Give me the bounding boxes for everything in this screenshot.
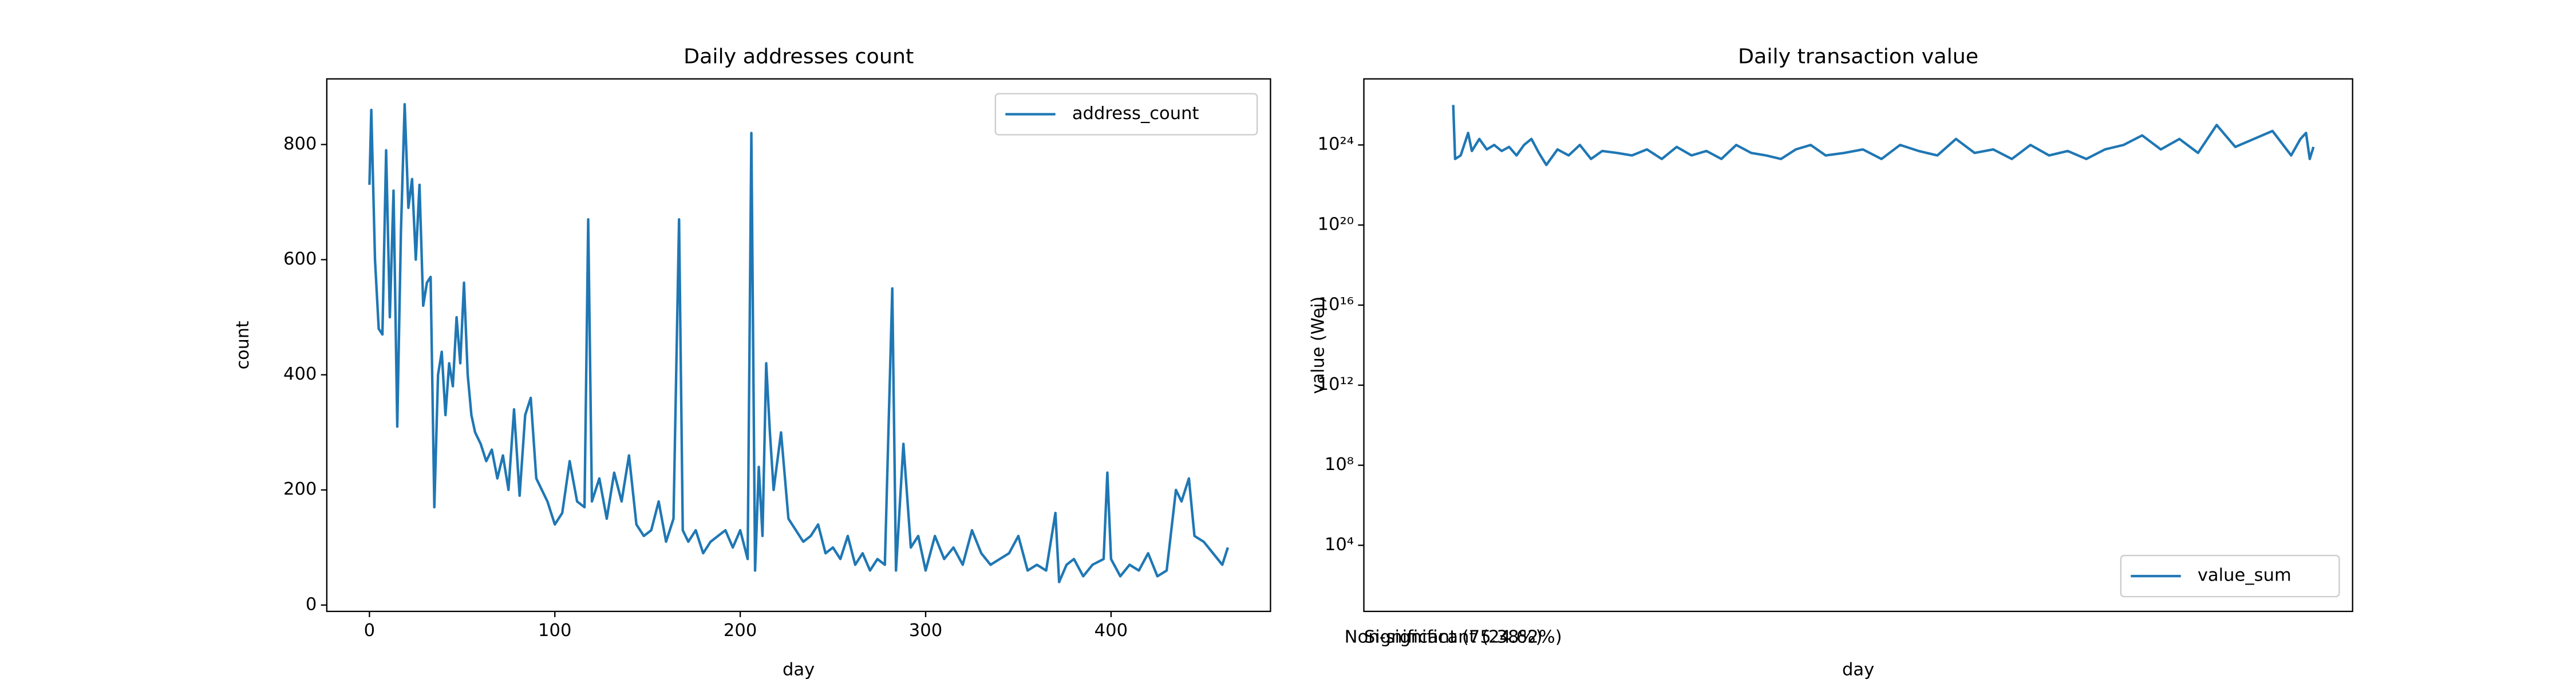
y-tick-label: 600: [283, 249, 317, 269]
legend-box: [2120, 555, 2340, 598]
x-axis-label: day: [783, 660, 815, 680]
x-tick-label: 400: [1095, 621, 1128, 641]
y-axis-label: count: [233, 321, 253, 369]
legend-label: value_sum: [2198, 566, 2291, 586]
annotation: Significant (75.38%): [1364, 627, 1543, 647]
y-tick-label: 0: [306, 595, 317, 615]
x-axis-label: day: [1842, 660, 1874, 680]
y-tick-label: 800: [283, 134, 317, 154]
legend-label: address_count: [1072, 104, 1199, 124]
annotation: Non-significant (24.62%): [1345, 627, 1562, 647]
line: [1452, 105, 2315, 167]
y-tick-label: 10²⁴: [1318, 135, 1354, 155]
x-tick-label: 200: [724, 621, 757, 641]
y-tick-label: 200: [283, 479, 317, 499]
axes-frame: [1363, 78, 2353, 613]
line: [368, 102, 1229, 583]
y-axis-label: value (Wei): [1308, 297, 1328, 394]
y-tick-label: 10⁴: [1325, 535, 1354, 555]
x-tick-label: 0: [364, 621, 375, 641]
axes-frame: [326, 78, 1271, 613]
y-tick-label: 10¹²: [1318, 374, 1354, 394]
x-tick-label: 100: [538, 621, 571, 641]
y-tick-label: 10¹⁶: [1318, 295, 1354, 315]
legend-box: [994, 93, 1258, 136]
chart-title: Daily transaction value: [1738, 44, 1978, 69]
y-tick-label: 400: [283, 364, 317, 384]
y-tick-label: 10⁸: [1325, 455, 1354, 475]
x-tick-label: 300: [909, 621, 942, 641]
chart-title: Daily addresses count: [683, 44, 914, 69]
y-tick-label: 10²⁰: [1318, 215, 1354, 235]
